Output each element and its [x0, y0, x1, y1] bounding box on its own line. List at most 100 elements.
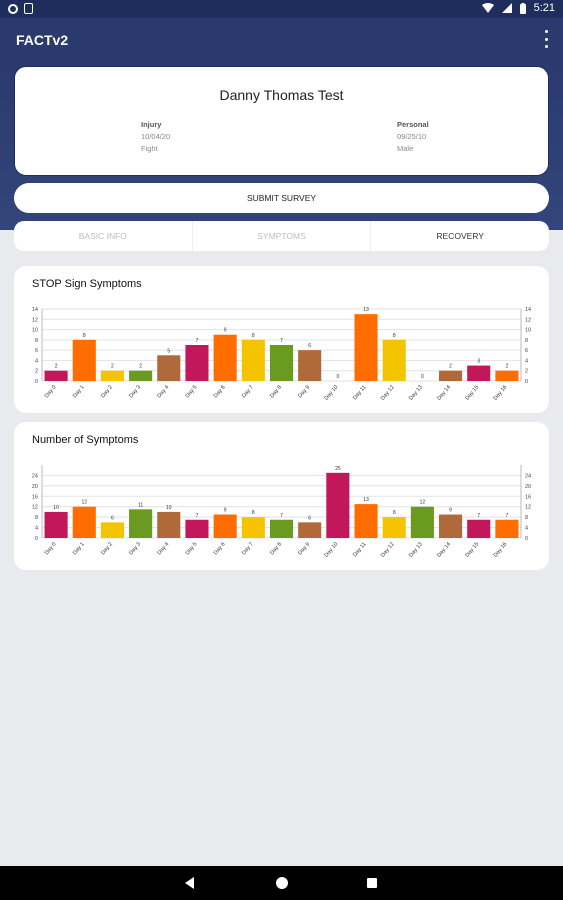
app-title: FACTv2: [16, 32, 69, 48]
birth-date: 09/25/10: [397, 132, 427, 141]
data-label: 7: [196, 338, 199, 344]
patient-name: Danny Thomas Test: [219, 87, 344, 103]
bar: [298, 350, 322, 381]
y-tick-label-right: 12: [525, 505, 531, 511]
bar: [72, 339, 96, 381]
y-tick-label-left: 4: [35, 358, 38, 364]
submit-survey-button[interactable]: SUBMIT SURVEY: [14, 183, 549, 213]
data-label: 2: [449, 364, 452, 370]
data-label: 9: [224, 328, 227, 334]
bar: [100, 370, 124, 381]
more-vert-icon[interactable]: [543, 30, 549, 48]
x-tick-label: Day 10: [324, 384, 340, 401]
bar: [439, 514, 463, 538]
x-tick-label: Day 15: [464, 384, 480, 401]
stop-sign-symptoms-chart-card: STOP Sign Symptoms 0 0 2 2 4 4 6 6 8 8 10 10 12 12 14 1…: [14, 266, 549, 413]
data-label: 8: [252, 510, 255, 516]
x-tick-label: Day 1: [72, 384, 86, 399]
data-label: 11: [138, 502, 143, 508]
data-label: 8: [393, 510, 396, 516]
data-label: 10: [53, 505, 59, 511]
y-tick-label-right: 14: [525, 307, 531, 313]
home-icon[interactable]: [276, 877, 288, 889]
data-label: 7: [280, 338, 283, 344]
tab-bar: BASIC INFO SYMPTOMS RECOVERY: [14, 221, 549, 251]
x-tick-label: Day 3: [128, 541, 142, 556]
y-tick-label-right: 0: [525, 379, 528, 385]
data-label: 8: [393, 333, 396, 339]
x-tick-label: Day 8: [269, 384, 283, 399]
bar: [382, 339, 406, 381]
bar: [298, 522, 322, 538]
x-tick-label: Day 14: [436, 541, 452, 558]
tab-symptoms[interactable]: SYMPTOMS: [193, 221, 372, 251]
injury-date: 10/04/20: [141, 132, 171, 141]
bar: [326, 472, 350, 538]
y-tick-label-right: 4: [525, 526, 528, 532]
navigation-bar: [0, 866, 563, 900]
bar: [100, 522, 124, 538]
data-label: 12: [420, 500, 426, 506]
y-tick-label-left: 12: [32, 505, 38, 511]
data-label: 9: [449, 508, 452, 514]
y-tick-label-left: 0: [35, 379, 38, 385]
y-tick-label-right: 0: [525, 536, 528, 542]
x-tick-label: Day 7: [241, 541, 255, 556]
tab-basic-info[interactable]: BASIC INFO: [14, 221, 193, 251]
bar: [157, 355, 181, 381]
number-of-symptoms-chart-card: Number of Symptoms 0 0 4 4 8 8 12 12 16 16 20 20 24 2…: [14, 422, 549, 570]
x-tick-label: Day 9: [297, 541, 311, 556]
y-tick-label-right: 4: [525, 358, 528, 364]
x-tick-label: Day 8: [269, 541, 283, 556]
data-label: 2: [506, 364, 509, 370]
y-tick-label-right: 8: [525, 515, 528, 521]
chart-title: Number of Symptoms: [32, 434, 139, 446]
data-label: 7: [196, 513, 199, 519]
bar: [241, 517, 265, 538]
data-label: 6: [111, 515, 114, 521]
x-tick-label: Day 5: [185, 384, 199, 399]
bar: [129, 370, 153, 381]
bar: [410, 506, 434, 538]
x-tick-label: Day 12: [380, 541, 396, 558]
bar: [157, 511, 181, 538]
data-label: 5: [167, 348, 170, 354]
x-tick-label: Day 15: [464, 541, 480, 558]
y-tick-label-left: 16: [32, 494, 38, 500]
app-bar: FACTv2: [0, 18, 563, 62]
back-icon[interactable]: [185, 877, 194, 889]
bar: [213, 514, 237, 538]
bar: [44, 370, 68, 381]
data-label: 3: [477, 359, 480, 365]
x-tick-label: Day 1: [72, 541, 86, 556]
bar: [467, 519, 491, 538]
data-label: 25: [335, 466, 341, 472]
x-tick-label: Day 2: [100, 541, 114, 556]
tab-recovery[interactable]: RECOVERY: [436, 231, 484, 241]
injury-label: Injury: [141, 120, 162, 129]
y-tick-label-left: 20: [32, 484, 38, 490]
bar: [185, 345, 209, 381]
y-tick-label-left: 12: [32, 317, 38, 323]
data-label: 8: [252, 333, 255, 339]
personal-label: Personal: [397, 120, 429, 129]
bar: [269, 519, 294, 538]
settings-icon: [8, 3, 18, 14]
x-tick-label: Day 6: [213, 384, 227, 399]
wifi-icon: [481, 3, 494, 13]
bar: [213, 334, 237, 381]
x-tick-label: Day 14: [436, 384, 452, 401]
x-tick-label: Day 13: [408, 541, 424, 558]
y-tick-label-left: 8: [35, 515, 38, 521]
x-tick-label: Day 6: [213, 541, 227, 556]
y-tick-label-left: 10: [32, 328, 38, 334]
x-tick-label: Day 4: [156, 384, 170, 399]
patient-info-card: Danny Thomas Test Injury 10/04/20 Fight …: [14, 66, 549, 176]
x-tick-label: Day 12: [380, 384, 396, 401]
recents-icon[interactable]: [367, 878, 377, 888]
y-tick-label-right: 8: [525, 338, 528, 344]
y-tick-label-left: 0: [35, 536, 38, 542]
y-tick-label-right: 24: [525, 473, 531, 479]
